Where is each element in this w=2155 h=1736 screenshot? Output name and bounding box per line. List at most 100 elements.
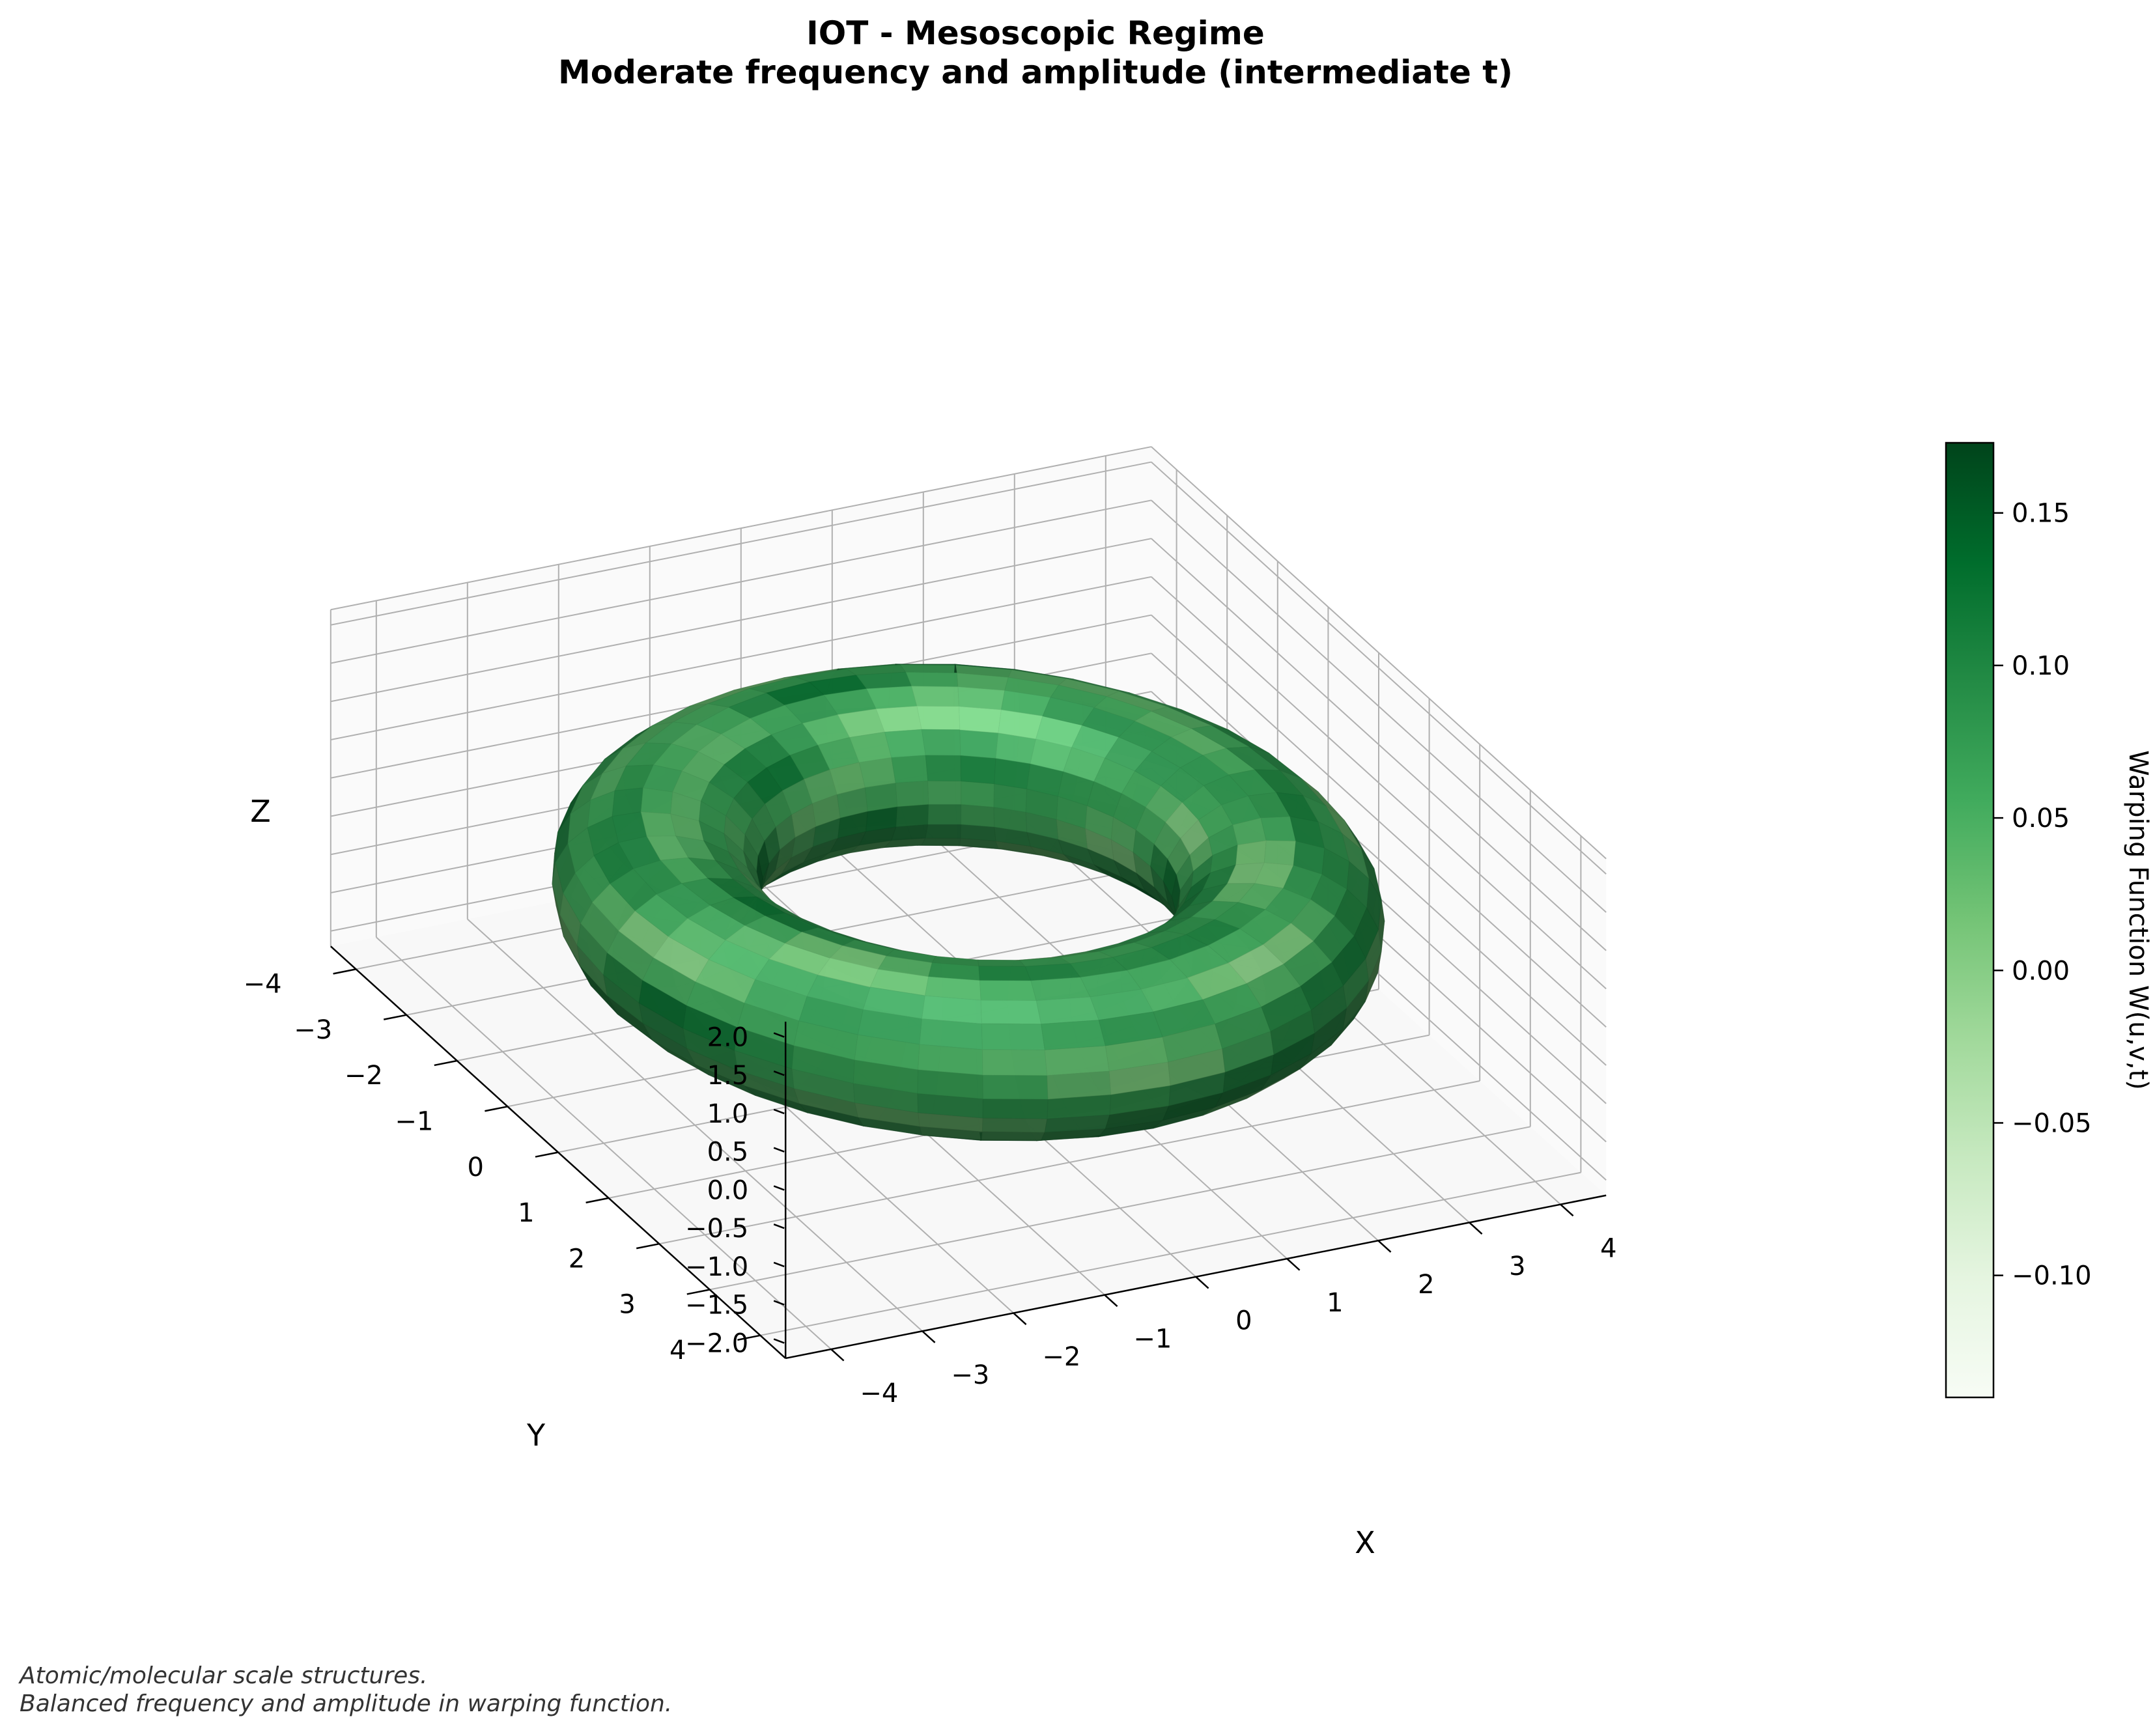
y-tick <box>535 1151 559 1158</box>
surface-patch <box>981 1023 1045 1050</box>
x-tick-label: −1 <box>1133 1324 1172 1354</box>
z-tick-label: 1.5 <box>707 1061 749 1091</box>
y-tick-label: −2 <box>345 1061 383 1091</box>
z-tick <box>773 1071 785 1076</box>
colorbar-bar <box>1945 441 1995 1399</box>
y-tick <box>333 968 356 975</box>
surface-patch <box>895 804 929 828</box>
surface-patch <box>1044 1045 1110 1076</box>
y-gridline-floor <box>659 1080 1480 1245</box>
x-tick <box>1286 1258 1301 1271</box>
surface-patch <box>875 705 922 733</box>
z-tick <box>773 1108 785 1115</box>
y-tick-label: 3 <box>619 1290 635 1320</box>
x-tick-label: −4 <box>860 1379 898 1408</box>
surface-patch <box>916 705 961 731</box>
chart-title: IOT - Mesoscopic Regime Moderate frequen… <box>558 14 1513 91</box>
y-tick <box>737 1334 761 1341</box>
y-tick <box>686 1289 711 1295</box>
surface-patch <box>981 1131 1045 1141</box>
z-axis-label: Z <box>250 794 271 829</box>
surface-patch <box>1263 840 1297 866</box>
axis-tick-labels: 43210−1−2−3−4−4−3−2−101234−2.0−1.5−1.0−0… <box>244 968 1617 1408</box>
surface-patch <box>980 1000 1042 1025</box>
surface-patch <box>858 757 896 788</box>
surface-patch <box>895 780 929 807</box>
colorbar-tick-label: 0.15 <box>2012 499 2070 529</box>
surface-patch <box>884 729 926 758</box>
colorbar-tick-label: −0.10 <box>2012 1261 2092 1291</box>
torus-surface <box>552 664 1385 1141</box>
colorbar: −0.10 −0.05 0.00 0.05 0.10 0.15 Warping Funct… <box>1945 441 2153 1399</box>
x-axis-label: X <box>1355 1525 1375 1560</box>
y-tick-label: 2 <box>569 1244 585 1274</box>
surface-patch <box>927 804 962 825</box>
surface-patch <box>981 1049 1048 1076</box>
caption-line-1: Atomic/molecular scale structures. <box>18 1662 427 1689</box>
x-tick-label: 4 <box>1600 1233 1616 1263</box>
surface-patch <box>927 780 962 805</box>
caption-line-2: Balanced frequency and amplitude in warp… <box>20 1690 672 1717</box>
y-tick-label: −4 <box>244 970 282 1000</box>
x-tick <box>830 1349 845 1362</box>
y-tick-label: −1 <box>395 1107 433 1137</box>
x-tick <box>1013 1312 1027 1325</box>
colorbar-ticks: −0.10 −0.05 0.00 0.05 0.10 0.15 <box>1993 499 2092 1291</box>
surface-patch <box>1300 962 1344 1011</box>
x-tick <box>1469 1222 1483 1235</box>
surface-patch <box>979 980 1037 1001</box>
colorbar-tick-label: −0.05 <box>2012 1108 2092 1138</box>
surface-patch <box>959 729 999 759</box>
surface-patch <box>911 686 960 707</box>
surface-patch <box>961 804 995 828</box>
surface-patch <box>1041 1020 1106 1050</box>
z-tick <box>773 1185 785 1191</box>
surface-patch <box>640 787 673 815</box>
colorbar-tick-label: 0.05 <box>2012 804 2070 833</box>
y-axis-label: Y <box>526 1418 546 1453</box>
z-tick-label: −1.5 <box>685 1291 748 1321</box>
z-gridline-side <box>1151 461 1607 875</box>
surface-patch <box>864 782 898 812</box>
y-tick <box>636 1242 660 1250</box>
z-tick <box>773 1224 785 1229</box>
surface-patch <box>925 755 962 782</box>
x-tick-label: −3 <box>951 1360 989 1390</box>
x-tick-label: 2 <box>1418 1270 1434 1300</box>
y-gridline-floor <box>709 1126 1530 1291</box>
surface-patch <box>891 755 929 783</box>
z-tick-label: 0.5 <box>707 1138 749 1168</box>
y-tick <box>485 1106 508 1112</box>
colorbar-tick-label: 0.10 <box>2012 651 2070 681</box>
z-tick-label: 1.0 <box>707 1099 749 1129</box>
y-tick <box>585 1197 609 1204</box>
z-gridline-back <box>330 461 1151 626</box>
z-tick <box>773 1147 785 1153</box>
surface-patch <box>899 664 958 674</box>
z-gridline-back <box>330 576 1151 740</box>
x-tick-label: 3 <box>1509 1252 1525 1281</box>
surface-patch <box>961 780 995 808</box>
y-tick-label: 1 <box>518 1198 534 1228</box>
z-tick <box>773 1338 785 1344</box>
surface-patch <box>982 1074 1049 1100</box>
surface-patch <box>922 995 982 1024</box>
surface-patch <box>959 706 1002 734</box>
z-tick-label: −0.5 <box>685 1214 748 1244</box>
surface-patch <box>640 811 677 837</box>
caption: Atomic/molecular scale structures. Balan… <box>18 1662 672 1717</box>
surface-patch <box>978 966 1032 981</box>
y-gridline-floor <box>760 1171 1581 1336</box>
z-gridline-side <box>1151 576 1607 990</box>
z-gridline-back <box>330 499 1151 664</box>
z-gridline-side <box>1151 538 1607 951</box>
x-tick <box>1195 1276 1209 1289</box>
y-tick <box>383 1014 407 1020</box>
y-tick-label: −3 <box>294 1015 332 1045</box>
x-tick <box>1560 1203 1574 1217</box>
y-tick <box>434 1059 458 1067</box>
surface-patch <box>957 686 1006 710</box>
surface-patch <box>921 729 961 756</box>
y-tick-label: 0 <box>468 1153 484 1183</box>
